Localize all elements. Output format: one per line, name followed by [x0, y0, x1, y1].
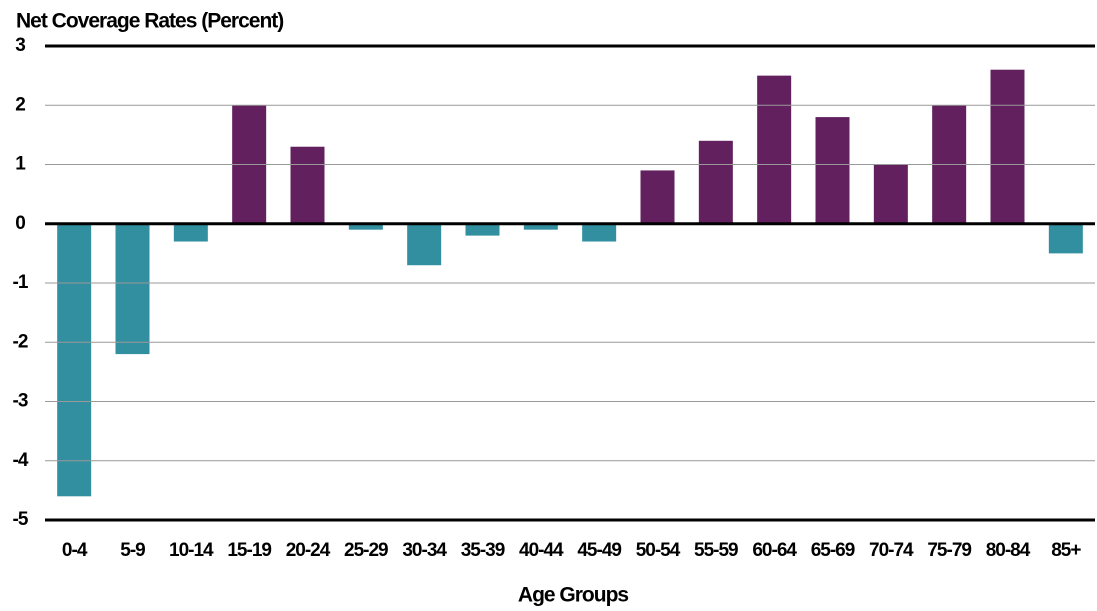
x-tick-label: 15-19 — [227, 540, 271, 561]
y-tick-label: 0 — [15, 213, 25, 234]
x-tick-label: 60-64 — [752, 540, 797, 561]
y-tick-label: -3 — [13, 391, 28, 412]
x-tick-label: 35-39 — [461, 540, 505, 561]
x-tick-label: 40-44 — [519, 540, 564, 561]
bar — [523, 223, 558, 230]
x-axis-label: Age Groups — [518, 584, 628, 607]
bar — [1048, 223, 1083, 254]
y-tick-label: 2 — [15, 94, 25, 115]
bar — [348, 223, 383, 230]
x-tick-label: 80-84 — [986, 540, 1031, 561]
x-tick-label: 25-29 — [344, 540, 388, 561]
x-tick-label: 0-4 — [62, 540, 88, 561]
y-tick-label: 3 — [15, 35, 25, 56]
y-tick-label: -4 — [13, 450, 29, 471]
x-tick-label: 45-49 — [577, 540, 621, 561]
x-tick-label: 20-24 — [286, 540, 331, 561]
x-tick-label: 75-79 — [927, 540, 971, 561]
x-tick-label: 70-74 — [869, 540, 914, 561]
bar — [873, 164, 908, 224]
bar — [815, 117, 850, 224]
x-tick-label: 5-9 — [120, 540, 145, 561]
y-tick-label: -5 — [13, 509, 29, 530]
bar — [757, 75, 792, 224]
bar — [57, 223, 92, 497]
bar — [290, 146, 325, 224]
y-tick-label: -2 — [13, 331, 28, 352]
bar — [698, 140, 733, 224]
bar — [990, 69, 1025, 224]
bar — [640, 170, 675, 224]
bar — [465, 223, 500, 236]
x-tick-label: 55-59 — [694, 540, 738, 561]
x-tick-label: 85+ — [1051, 540, 1081, 561]
x-tick-label: 65-69 — [811, 540, 855, 561]
x-tick-label: 10-14 — [169, 540, 214, 561]
chart-title: Net Coverage Rates (Percent) — [16, 10, 283, 33]
x-tick-label: 30-34 — [402, 540, 447, 561]
x-tick-label: 50-54 — [636, 540, 681, 561]
y-tick-label: 1 — [15, 154, 26, 175]
bar — [173, 223, 208, 242]
bar — [115, 223, 150, 355]
bar — [407, 223, 442, 266]
y-tick-label: -1 — [13, 272, 29, 293]
bar — [582, 223, 617, 242]
